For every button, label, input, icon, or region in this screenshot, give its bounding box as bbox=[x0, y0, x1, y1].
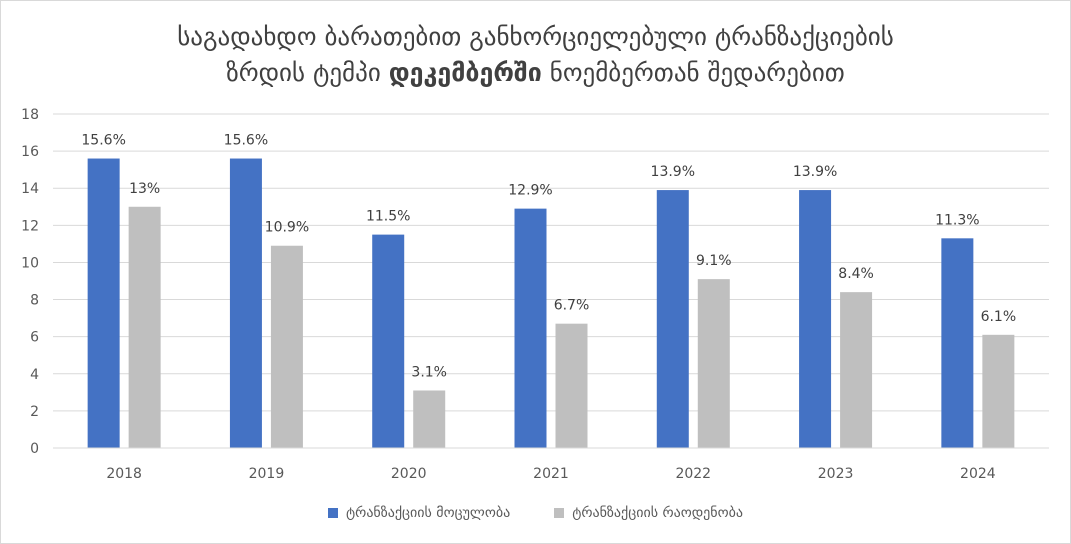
x-tick-label-2018: 2018 bbox=[106, 466, 142, 482]
y-tick-label-4: 4 bbox=[30, 367, 39, 383]
data-label-volume-2024: 11.3% bbox=[935, 212, 979, 228]
bars: 15.6% 13% 15.6% 10.9% 11.5% 3.1% 12.9% 6.7% 13.9… bbox=[81, 133, 1017, 449]
bar-volume-2020 bbox=[372, 234, 405, 448]
bar-volume-2023 bbox=[799, 190, 832, 449]
y-tick-label-2: 2 bbox=[30, 404, 39, 420]
x-tick-label-2024: 2024 bbox=[960, 466, 996, 482]
legend-item-count: ტრანზაქციის რაოდენობა bbox=[554, 505, 743, 521]
bar-volume-2022 bbox=[656, 190, 689, 449]
bar-count-2023 bbox=[840, 292, 873, 448]
data-label-count-2022: 9.1% bbox=[696, 253, 732, 269]
bar-volume-2024 bbox=[941, 238, 974, 448]
data-label-volume-2023: 13.9% bbox=[793, 164, 837, 180]
data-label-volume-2021: 12.9% bbox=[508, 183, 552, 199]
y-tick-label-18: 18 bbox=[21, 107, 39, 123]
y-tick-label-8: 8 bbox=[30, 293, 39, 309]
data-label-volume-2022: 13.9% bbox=[651, 164, 695, 180]
data-label-count-2020: 3.1% bbox=[411, 364, 447, 380]
chart-title-line-1: საგადახდო ბარათებით განხორციელებული ტრან… bbox=[177, 22, 894, 51]
x-tick-label-2021: 2021 bbox=[533, 466, 569, 482]
bar-count-2020 bbox=[413, 390, 446, 448]
x-tick-label-2023: 2023 bbox=[818, 466, 854, 482]
data-label-count-2021: 6.7% bbox=[554, 298, 590, 314]
legend-item-volume: ტრანზაქციის მოცულობა bbox=[328, 505, 510, 521]
data-label-count-2024: 6.1% bbox=[981, 309, 1017, 325]
bar-volume-2018 bbox=[87, 158, 120, 449]
x-axis: 2018 2019 2020 2021 2022 2023 2024 bbox=[53, 447, 1049, 482]
data-label-volume-2020: 11.5% bbox=[366, 209, 410, 225]
chart-title: საგადახდო ბარათებით განხორციელებული ტრან… bbox=[1, 19, 1070, 91]
chart-title-line-2-end: ნოემბერთან შედარებით bbox=[541, 58, 845, 87]
gridlines bbox=[53, 113, 1049, 412]
legend-swatch-count bbox=[554, 508, 565, 518]
bar-volume-2019 bbox=[229, 158, 262, 449]
y-tick-label-14: 14 bbox=[21, 181, 39, 197]
legend-label-count: ტრანზაქციის რაოდენობა bbox=[572, 505, 743, 521]
legend-swatch-volume bbox=[328, 508, 339, 518]
chart-title-line-2: ზრდის ტემპი დეკემბერში ნოემბერთან შედარე… bbox=[1, 55, 1070, 91]
y-axis: 0 2 4 6 8 10 12 14 16 18 bbox=[21, 107, 39, 457]
y-tick-label-12: 12 bbox=[21, 218, 39, 234]
y-tick-label-6: 6 bbox=[30, 330, 39, 346]
chart-title-line-2-start: ზრდის ტემპი bbox=[226, 58, 389, 87]
y-tick-label-16: 16 bbox=[21, 144, 39, 160]
data-label-count-2018: 13% bbox=[129, 181, 160, 197]
y-tick-label-0: 0 bbox=[30, 441, 39, 457]
legend-label-volume: ტრანზაქციის მოცულობა bbox=[346, 505, 511, 521]
legend: ტრანზაქციის მოცულობა ტრანზაქციის რაოდენო… bbox=[1, 505, 1070, 521]
bar-count-2021 bbox=[555, 323, 588, 448]
data-label-volume-2019: 15.6% bbox=[224, 133, 268, 149]
bar-count-2018 bbox=[128, 206, 161, 448]
bar-count-2019 bbox=[270, 245, 303, 448]
data-label-count-2023: 8.4% bbox=[838, 266, 874, 282]
y-tick-label-10: 10 bbox=[21, 255, 39, 271]
chart-title-highlight: დეკემბერში bbox=[388, 58, 542, 87]
bar-count-2022 bbox=[697, 279, 730, 448]
x-tick-label-2020: 2020 bbox=[391, 466, 427, 482]
data-label-volume-2018: 15.6% bbox=[81, 133, 125, 149]
bar-volume-2021 bbox=[514, 208, 547, 448]
x-tick-label-2019: 2019 bbox=[249, 466, 285, 482]
x-tick-label-2022: 2022 bbox=[675, 466, 711, 482]
bar-count-2024 bbox=[982, 334, 1015, 448]
data-label-count-2019: 10.9% bbox=[265, 220, 309, 236]
